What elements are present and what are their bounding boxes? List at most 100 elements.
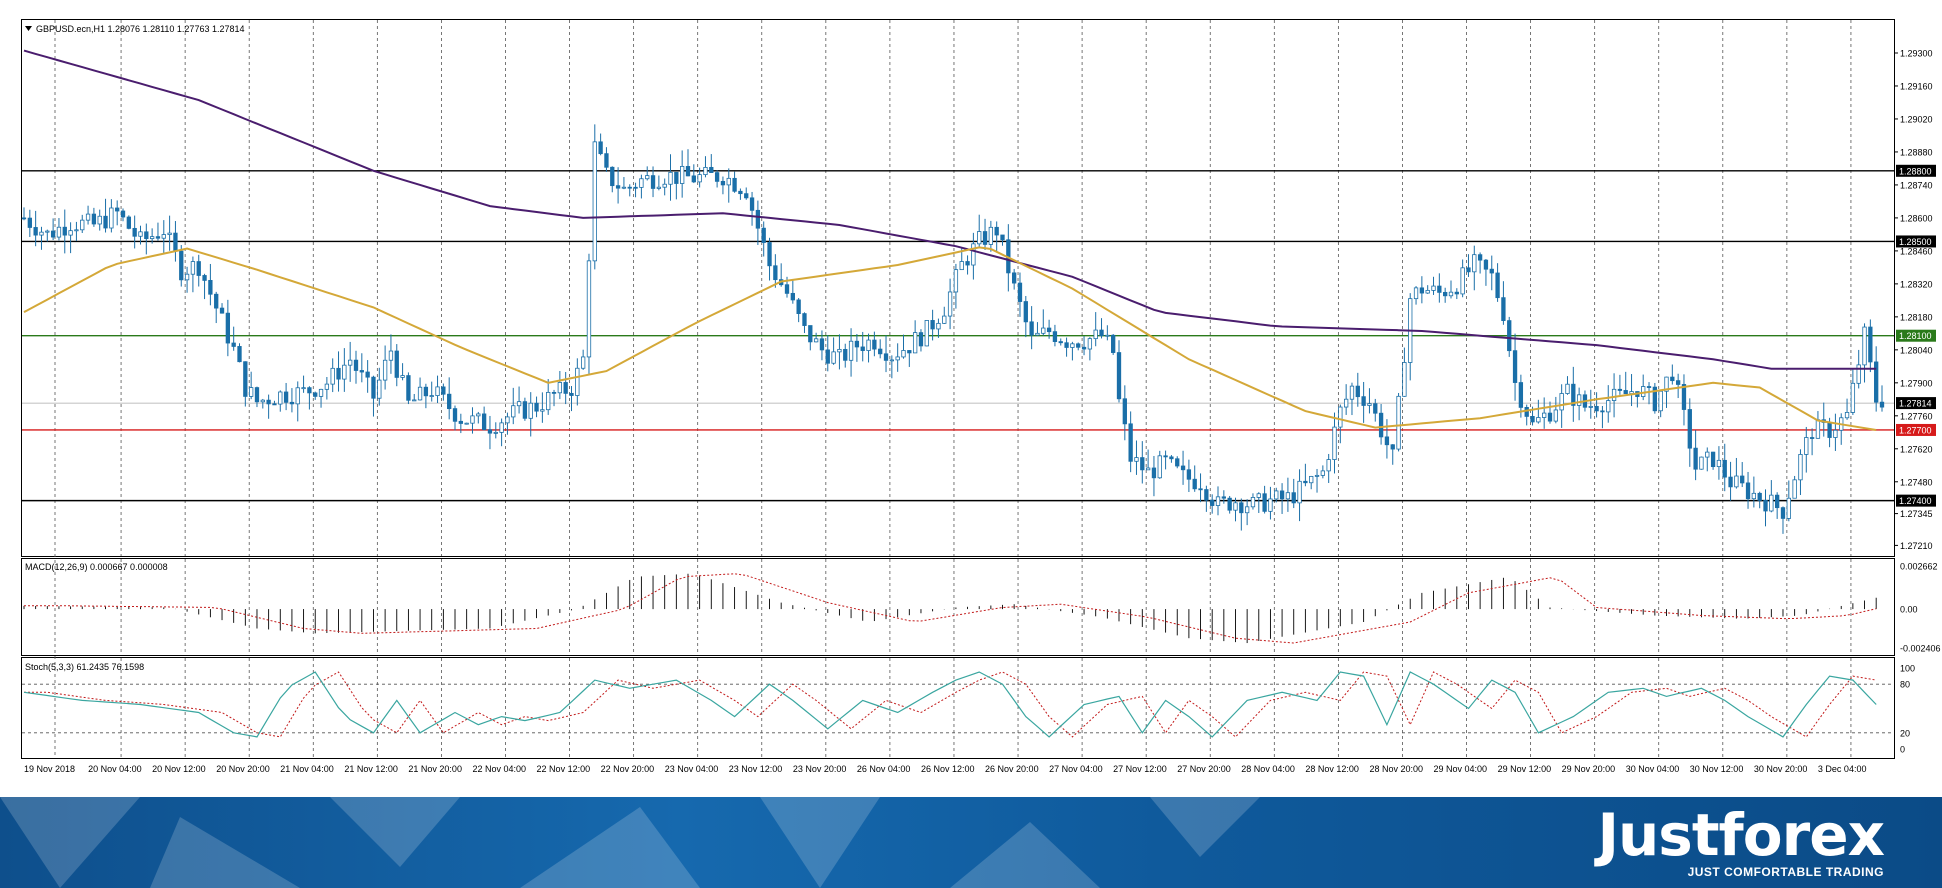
candle-body [237,346,242,363]
candle-body [1070,343,1075,348]
candle-body [790,292,795,301]
time-label: 30 Nov 04:00 [1626,764,1680,774]
candle-body [1576,394,1582,406]
stoch-tick: 20 [1900,728,1910,738]
candle-body [470,415,475,424]
candle-body [1646,386,1652,388]
candle-body [1256,493,1261,498]
candle-body [1687,409,1692,449]
candle-body [1180,465,1186,471]
candle-body [1367,403,1372,406]
candle-body [56,226,62,238]
candle-body [808,325,813,343]
candle-body [1792,479,1797,499]
candle-body [994,226,999,236]
macd-tick: 0.00 [1900,605,1918,615]
candle-body [1611,388,1617,401]
price-tick: 1.28460 [1900,246,1933,256]
price-tick: 1.28180 [1900,312,1933,322]
time-label: 30 Nov 12:00 [1690,764,1744,774]
candle-body [854,340,860,348]
candle-body [208,280,213,295]
candle-body [1355,385,1360,398]
candle-body [662,183,667,188]
candle-body [749,197,755,211]
candle-body [1239,502,1244,514]
candle-body [126,216,131,229]
price-tick: 1.27620 [1900,444,1933,454]
candle-body [1076,343,1081,348]
candle-body [184,273,190,281]
decorative-shapes [0,797,1260,888]
candle-body [1198,488,1203,491]
candle-body [1874,361,1879,403]
price-tick: 1.28600 [1900,213,1933,223]
candle-body [889,359,894,362]
candle-body [115,207,120,212]
candle-body [1349,385,1355,400]
candle-body [295,387,300,405]
candle-body [784,284,790,294]
price-tick: 1.28740 [1900,180,1933,190]
candle-body [627,186,632,189]
candle-body [1623,390,1628,395]
candle-body [947,291,953,317]
brand-logo[interactable]: Justforex [1597,801,1885,869]
candle-body [1827,422,1832,438]
time-label: 26 Nov 20:00 [985,764,1039,774]
candle-body [412,399,417,402]
candle-body [773,265,778,281]
candle-body [499,422,504,433]
candle-body [511,405,516,418]
candle-body [1815,419,1821,439]
candle-body [709,166,714,173]
candle-body [1734,475,1739,488]
time-label: 27 Nov 04:00 [1049,764,1103,774]
candle-body [1221,496,1226,499]
candle-body [68,230,73,236]
stoch-tick: 100 [1900,664,1915,674]
candle-body [45,230,50,233]
candle-body [1017,282,1023,302]
price-tick: 1.28880 [1900,147,1933,157]
macd-pane [21,558,1895,656]
time-label: 3 Dec 04:00 [1818,764,1867,774]
candle-body [516,401,522,407]
candle-body [1472,254,1477,273]
candle-body [155,236,161,239]
candle-body [1542,412,1547,418]
dropdown-triangle-icon[interactable] [25,26,32,31]
candle-body [1163,455,1168,458]
candle-body [697,174,702,183]
candle-body [1035,332,1040,336]
candle-body [1361,396,1366,406]
candle-body [1437,285,1442,293]
candle-body [487,429,493,434]
candle-body [1495,272,1500,299]
candle-body [1530,416,1535,423]
candle-body [1285,492,1291,500]
candle-body [1157,455,1162,479]
time-axis: 19 Nov 2018 20 Nov 04:00 20 Nov 12:00 20 No… [24,764,1866,774]
time-label: 20 Nov 20:00 [216,764,270,774]
candle-body [918,332,924,347]
candle-body [359,370,364,373]
candle-body [1210,499,1215,506]
candle-body [1798,454,1803,481]
time-label: 29 Nov 12:00 [1498,764,1552,774]
macd-signal-line [24,573,1877,644]
candle-body [953,269,959,293]
candle-body [336,367,341,380]
candle-body [837,348,842,353]
price-tick: 1.29300 [1900,48,1933,58]
candle-body [1105,334,1110,337]
candle-body [633,186,638,189]
candle-body [1012,272,1017,284]
candle-body [1512,350,1518,383]
candle-body [522,401,528,419]
candle-body [959,261,964,271]
macd-tick: -0.002406 [1900,644,1941,654]
candle-body [1606,400,1611,413]
candle-body [1804,437,1809,455]
